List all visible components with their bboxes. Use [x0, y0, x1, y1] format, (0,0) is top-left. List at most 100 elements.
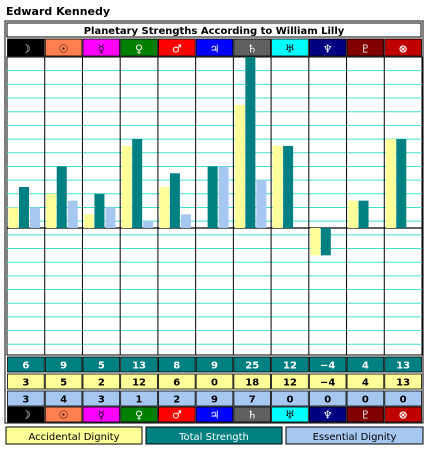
- legend-label-essential: Essential Dignity: [313, 432, 397, 443]
- value-cell-essential-neptune: [308, 390, 347, 407]
- value-total-sun: 9: [60, 361, 67, 372]
- legend-label-accidental: Accidental Dignity: [28, 432, 119, 443]
- bar-total-mercury: [94, 193, 105, 228]
- value-cell-total-venus: [120, 356, 158, 373]
- value-cell-essential-jupiter: [195, 390, 234, 407]
- value-cell-total-neptune: [308, 356, 347, 373]
- top-glyph-mercury-icon: ☿: [98, 43, 105, 56]
- bottom-glyph-cell-mercury: [82, 406, 121, 423]
- bottom-glyph-cell-moon: [7, 406, 45, 423]
- value-cell-accidental-moon: [7, 373, 45, 390]
- value-cell-total-mercury: [82, 356, 121, 373]
- value-total-neptune: −4: [320, 361, 335, 372]
- legend-swatch-essential: [285, 426, 424, 445]
- bottom-glyph-cell-uranus: [271, 406, 309, 423]
- value-essential-venus: 1: [136, 395, 143, 406]
- legend-label-total: Total Strength: [178, 432, 249, 443]
- value-cell-essential-uranus: [271, 390, 309, 407]
- bar-accidental-mercury: [83, 214, 94, 228]
- bottom-glyph-cell-saturn: [233, 406, 271, 423]
- top-glyph-moon-icon: ☽: [21, 43, 31, 56]
- bar-accidental-sun: [46, 193, 57, 228]
- top-glyph-cell-part-of-fortune: [384, 38, 422, 57]
- value-total-mercury: 5: [98, 361, 105, 372]
- bottom-glyph-cell-pluto: [346, 406, 385, 423]
- value-essential-saturn: 7: [249, 395, 256, 406]
- bottom-glyph-mars-icon: ♂: [172, 409, 182, 422]
- value-cell-essential-sun: [44, 390, 83, 407]
- value-cell-accidental-mercury: [82, 373, 121, 390]
- top-glyph-mars-icon: ♂: [172, 43, 182, 56]
- value-accidental-mars: 6: [173, 378, 180, 389]
- bottom-glyph-jupiter-icon: ♃: [210, 409, 220, 422]
- top-glyph-cell-uranus: [271, 38, 309, 57]
- value-total-moon: 6: [22, 361, 29, 372]
- value-essential-uranus: 0: [286, 395, 293, 406]
- bottom-glyph-sun-icon: ☉: [59, 409, 69, 422]
- bottom-glyph-uranus-icon: ♅: [285, 409, 295, 422]
- bar-accidental-venus: [121, 145, 132, 228]
- value-cell-essential-moon: [7, 390, 45, 407]
- chart-title: Planetary Strengths According to William…: [84, 26, 345, 37]
- bar-total-uranus: [283, 145, 294, 228]
- value-accidental-jupiter: 0: [211, 378, 218, 389]
- value-cell-essential-mercury: [82, 390, 121, 407]
- bottom-glyph-cell-venus: [120, 406, 158, 423]
- value-cell-essential-mars: [158, 390, 196, 407]
- value-cell-essential-saturn: [233, 390, 271, 407]
- bar-total-moon: [19, 186, 29, 228]
- top-glyph-pluto-icon: ♇: [360, 43, 370, 56]
- bottom-glyph-row: ☽ ☉ ☿ ♀ ♂ ♃ ♄ ♅ ♆ ♇ ⊗: [7, 406, 422, 423]
- bar-essential-venus: [143, 221, 154, 228]
- legend-swatch-total: [145, 426, 283, 445]
- value-cell-total-saturn: [233, 356, 271, 373]
- bar-accidental-uranus: [272, 145, 283, 228]
- bottom-glyph-neptune-icon: ♆: [323, 409, 333, 422]
- top-glyph-venus-icon: ♀: [135, 43, 143, 56]
- bar-essential-mercury: [105, 207, 116, 228]
- bottom-glyph-saturn-icon: ♄: [247, 409, 257, 422]
- bottom-glyph-venus-icon: ♀: [135, 409, 143, 422]
- value-cell-total-sun: [44, 356, 83, 373]
- bottom-glyph-cell-jupiter: [195, 406, 234, 423]
- value-cell-accidental-sun: [44, 373, 83, 390]
- value-accidental-pluto: 4: [362, 378, 369, 389]
- title-box: [6, 22, 422, 38]
- top-glyph-cell-pluto: [346, 38, 385, 57]
- bottom-glyph-moon-icon: ☽: [21, 409, 31, 422]
- bar-accidental-moon: [8, 207, 19, 228]
- top-glyph-cell-moon: [7, 38, 45, 57]
- top-glyph-cell-neptune: [308, 38, 347, 57]
- value-cell-essential-part-of-fortune: [384, 390, 422, 407]
- value-essential-part-of-fortune: 0: [400, 395, 407, 406]
- value-essential-neptune: 0: [324, 395, 331, 406]
- bar-essential-mars: [180, 214, 191, 228]
- bar-total-pluto: [358, 200, 369, 228]
- value-essential-moon: 3: [22, 395, 29, 406]
- bar-total-jupiter: [207, 166, 218, 228]
- value-total-venus: 13: [132, 361, 146, 372]
- bar-essential-sun: [67, 200, 78, 228]
- top-glyph-uranus-icon: ♅: [285, 43, 295, 56]
- value-cell-essential-pluto: [346, 390, 385, 407]
- top-glyph-neptune-icon: ♆: [323, 43, 333, 56]
- value-cell-accidental-part-of-fortune: [384, 373, 422, 390]
- bar-total-sun: [56, 166, 67, 228]
- value-essential-pluto: 0: [362, 395, 369, 406]
- value-accidental-venus: 12: [132, 378, 146, 389]
- bar-total-neptune: [320, 228, 331, 256]
- top-glyph-cell-mars: [158, 38, 196, 57]
- top-glyph-cell-jupiter: [195, 38, 234, 57]
- value-accidental-saturn: 18: [245, 378, 259, 389]
- value-accidental-neptune: −4: [320, 378, 335, 389]
- value-accidental-mercury: 2: [98, 378, 105, 389]
- bottom-glyph-part-of-fortune-icon: ⊗: [399, 409, 408, 422]
- value-cell-accidental-mars: [158, 373, 196, 390]
- value-rows: 6 9 5 13 8 9 25 12 −4 4 133 5 2 12 6 0 18 12 −4 4 133 4 3 1 2 9 7 0…: [7, 356, 422, 407]
- bottom-glyph-mercury-icon: ☿: [98, 409, 105, 422]
- bar-accidental-saturn: [234, 104, 245, 228]
- top-glyph-row: ☽ ☉ ☿ ♀ ♂ ♃ ♄ ♅ ♆ ♇ ⊗: [7, 38, 422, 57]
- top-glyph-sun-icon: ☉: [59, 43, 69, 56]
- value-cell-total-moon: [7, 356, 45, 373]
